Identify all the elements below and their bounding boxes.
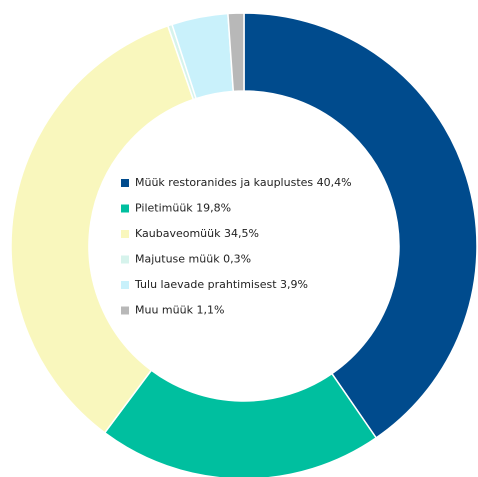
slice bbox=[10, 24, 195, 434]
legend-value: 40,4% bbox=[317, 176, 352, 189]
legend-value: 19,8% bbox=[196, 202, 231, 215]
legend-label: Majutuse müük 0,3% bbox=[135, 253, 251, 266]
legend-label: Piletimüük 19,8% bbox=[135, 202, 231, 215]
slice bbox=[227, 12, 245, 93]
legend-value: 0,3% bbox=[223, 253, 251, 266]
legend-swatch bbox=[121, 255, 129, 264]
legend-swatch bbox=[121, 204, 129, 213]
legend-name: Majutuse müük bbox=[135, 253, 220, 266]
legend-swatch bbox=[121, 281, 129, 289]
legend-name: Müük restoranides ja kauplustes bbox=[135, 176, 313, 189]
legend-value: 3,9% bbox=[280, 278, 308, 291]
legend-label: Kaubaveomüük 34,5% bbox=[135, 227, 259, 240]
legend-swatch bbox=[121, 306, 129, 315]
legend-label: Muu müük 1,1% bbox=[135, 304, 224, 317]
slice bbox=[243, 12, 478, 439]
slice bbox=[103, 369, 378, 477]
legend-label: Müük restoranides ja kauplustes 40,4% bbox=[135, 176, 352, 189]
legend-label: Tulu laevade prahtimisest 3,9% bbox=[134, 278, 308, 291]
legend-name: Piletimüük bbox=[135, 202, 193, 215]
legend-name: Kaubaveomüük bbox=[135, 227, 221, 240]
legend-value: 34,5% bbox=[224, 227, 259, 240]
legend-swatch bbox=[121, 179, 129, 187]
legend-value: 1,1% bbox=[196, 304, 224, 317]
legend-name: Tulu laevade prahtimisest bbox=[134, 278, 277, 291]
legend-swatch bbox=[121, 230, 129, 238]
legend-name: Muu müük bbox=[135, 304, 194, 317]
